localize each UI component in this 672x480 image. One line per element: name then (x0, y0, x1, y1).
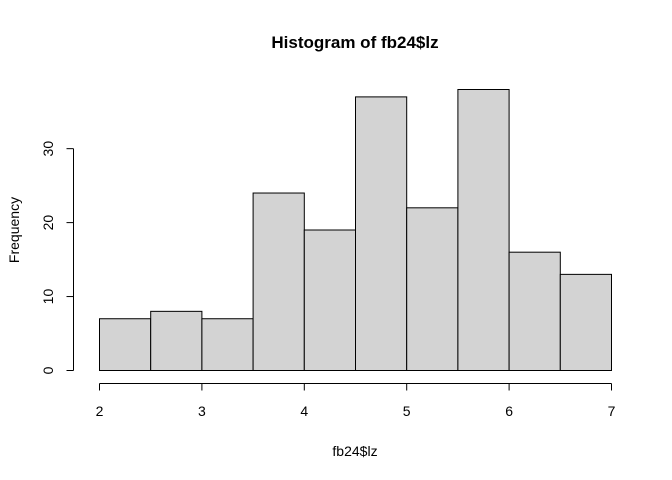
histogram-bar-10 (559, 273, 612, 371)
y-tick-label-0: 0 (40, 366, 56, 374)
histogram-bar-9 (508, 251, 561, 371)
y-tick-label-20: 20 (40, 215, 56, 231)
histogram-bar-7 (406, 207, 459, 371)
x-tick-label-7: 7 (608, 403, 616, 419)
histogram-bar-5 (303, 229, 356, 371)
x-axis: 2 3 4 5 6 7 (96, 383, 616, 419)
y-axis: 0 10 20 30 (40, 141, 74, 374)
x-tick-label-5: 5 (403, 403, 411, 419)
histogram-bar-3 (201, 318, 254, 372)
x-axis-label: fb24$lz (332, 443, 377, 459)
y-tick-label-10: 10 (40, 289, 56, 305)
x-tick-label-3: 3 (198, 403, 206, 419)
x-tick-label-6: 6 (505, 403, 513, 419)
x-tick-label-4: 4 (300, 403, 308, 419)
histogram-bar-1 (99, 318, 152, 372)
y-axis-label: Frequency (6, 197, 22, 263)
histogram-bar-6 (355, 96, 408, 371)
x-tick-label-2: 2 (96, 403, 104, 419)
bars-group (99, 89, 612, 372)
y-tick-label-30: 30 (40, 141, 56, 157)
histogram-bar-4 (252, 192, 305, 371)
histogram-bar-8 (457, 89, 510, 371)
chart-title: Histogram of fb24$lz (271, 33, 438, 52)
histogram-bar-2 (150, 310, 203, 371)
